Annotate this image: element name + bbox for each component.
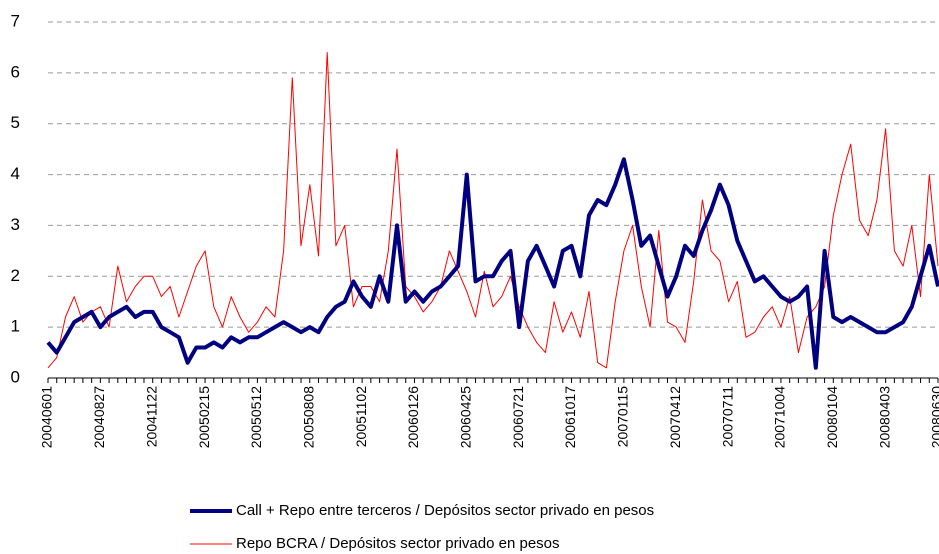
x-tick-label: 20041122	[143, 386, 159, 447]
x-tick-label: 20080104	[824, 386, 840, 449]
y-tick-label: 7	[11, 11, 20, 30]
series-line	[46, 157, 939, 370]
x-tick-label: 20040601	[39, 386, 55, 449]
y-tick-label: 6	[11, 62, 20, 81]
x-tick-label: 20080630	[929, 386, 939, 449]
x-tick-label: 20050215	[196, 386, 212, 449]
x-tick-label: 20060721	[510, 386, 526, 449]
x-tick-label: 20070711	[719, 386, 735, 447]
x-tick-label: 20060425	[458, 386, 474, 449]
x-tick-label: 20051102	[353, 386, 369, 447]
y-tick-label: 0	[11, 367, 20, 386]
x-tick-label: 20070412	[667, 386, 683, 449]
y-tick-label: 5	[11, 113, 20, 132]
x-tick-label: 20040827	[91, 386, 107, 449]
y-tick-label: 1	[11, 317, 20, 336]
x-tick-label: 20080403	[876, 386, 892, 449]
legend-label: Call + Repo entre terceros / Depósitos s…	[236, 502, 654, 519]
x-tick-label: 20061017	[562, 386, 578, 449]
x-tick-label: 20070115	[615, 386, 631, 447]
x-tick-label: 20071004	[772, 386, 788, 449]
legend-label: Repo BCRA / Depósitos sector privado en …	[236, 535, 560, 552]
series-line	[47, 52, 939, 369]
y-tick-label: 3	[11, 215, 20, 234]
y-tick-label: 2	[11, 266, 20, 285]
y-tick-label: 4	[11, 164, 20, 183]
x-tick-label: 20050512	[248, 386, 264, 449]
x-tick-label: 20060126	[405, 386, 421, 449]
x-tick-label: 20050808	[300, 386, 316, 449]
